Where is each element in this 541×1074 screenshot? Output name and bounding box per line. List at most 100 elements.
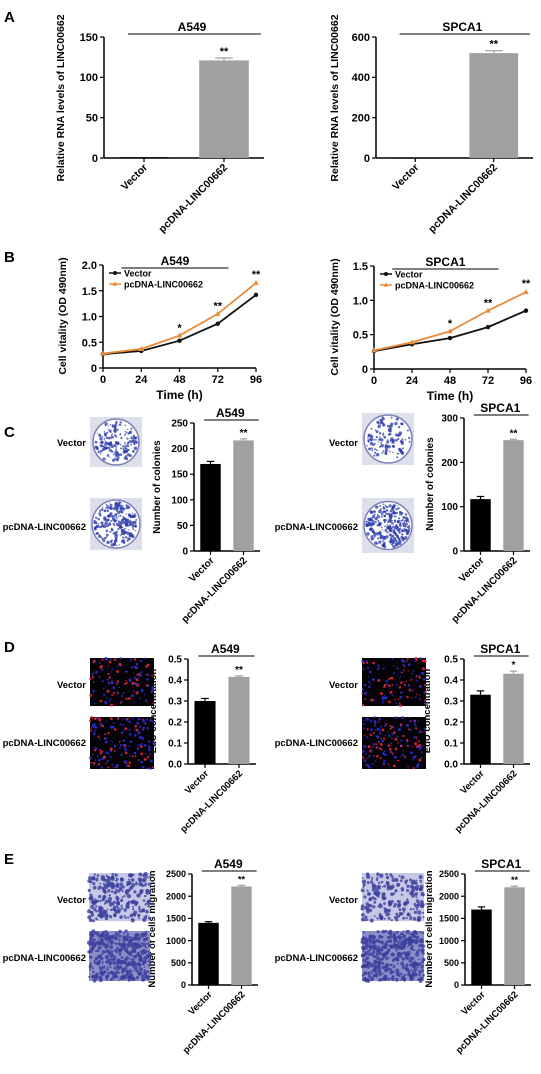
colony-dot: [390, 422, 394, 426]
panel-label-d: D: [4, 639, 15, 656]
nucleus-dot: [149, 719, 152, 722]
nucleus-dot: [104, 740, 108, 744]
colony-dot: [116, 544, 118, 547]
edu-positive-cell: [118, 662, 122, 666]
nucleus-dot: [93, 722, 96, 726]
migrated-cell: [101, 932, 105, 937]
nucleus-dot: [388, 734, 391, 737]
y-axis-label: Cell vitality (OD 490nm): [329, 258, 341, 375]
migrated-cell: [372, 974, 375, 977]
migrated-cell: [114, 931, 118, 934]
nucleus-dot: [146, 727, 149, 730]
edu-positive-cell: [102, 755, 106, 759]
colony-dot: [103, 437, 106, 440]
migrated-cell: [138, 882, 143, 887]
x-tick-label: 72: [482, 375, 494, 387]
colony-dot: [375, 430, 379, 434]
colony-dot: [125, 504, 128, 506]
nucleus-dot: [385, 696, 388, 699]
nucleus-dot: [138, 676, 140, 679]
migrated-cell: [99, 899, 102, 903]
colony-dot: [129, 519, 131, 522]
migrated-cell: [131, 955, 134, 958]
migrated-cell: [133, 970, 135, 973]
migrated-cell: [383, 942, 387, 947]
colony-dot: [123, 446, 126, 448]
colony-dot: [365, 523, 370, 527]
migrated-cell: [133, 951, 136, 954]
edu-positive-cell: [376, 754, 379, 758]
migrated-cell: [394, 889, 398, 893]
colony-dot: [367, 517, 370, 520]
migrated-cell: [115, 895, 119, 900]
migrated-cell: [102, 945, 105, 947]
colony-dot: [389, 515, 393, 519]
bar-pcdna: [231, 886, 252, 985]
colony-dot: [106, 505, 110, 509]
migrated-cell: [395, 949, 398, 952]
nucleus-dot: [424, 756, 426, 758]
migrated-cell: [121, 896, 124, 899]
migrated-cell: [366, 971, 371, 976]
nucleus-dot: [132, 694, 135, 696]
edu-positive-cell: [101, 658, 104, 661]
colony-dot: [114, 539, 116, 542]
nucleus-dot: [144, 699, 147, 702]
edu-positive-cell: [387, 700, 391, 704]
colony-dot: [385, 535, 389, 539]
edu-positive-cell: [418, 676, 421, 679]
data-point-vector: [215, 321, 220, 326]
nucleus-dot: [393, 665, 395, 667]
colony-dot: [131, 514, 136, 519]
nucleus-dot: [139, 697, 141, 700]
colony-dot: [131, 441, 134, 444]
migrated-cell: [105, 914, 108, 918]
migrated-cell: [364, 919, 367, 922]
x-axis-label: Time (h): [156, 388, 202, 402]
y-tick-label: 150: [171, 470, 188, 481]
migrated-cell: [364, 946, 368, 950]
colony-dot: [374, 429, 377, 431]
edu-positive-cell: [91, 675, 95, 679]
migrated-cell: [112, 954, 115, 958]
migrated-cell: [399, 952, 404, 956]
nucleus-dot: [99, 723, 103, 726]
migrated-cell: [366, 940, 369, 943]
nucleus-dot: [151, 720, 154, 723]
colony-dot: [382, 424, 385, 427]
edu-positive-cell: [423, 683, 426, 686]
nucleus-dot: [402, 749, 405, 752]
migrated-cell: [109, 900, 112, 903]
migrated-cell: [379, 873, 384, 878]
image-frame: [90, 658, 154, 706]
colony-dot: [130, 427, 133, 430]
migrated-cell: [125, 956, 128, 959]
nucleus-dot: [100, 766, 103, 769]
colony-dot: [378, 540, 382, 544]
migrated-cell: [399, 955, 403, 958]
edu-positive-cell: [367, 745, 371, 749]
migrated-cell: [137, 914, 141, 918]
migrated-cell: [409, 878, 413, 882]
migrated-cell: [94, 898, 97, 900]
migrated-cell: [121, 942, 125, 946]
migrated-cell: [415, 879, 418, 882]
migrated-cell: [373, 915, 376, 918]
nucleus-dot: [411, 758, 413, 761]
migrated-cell: [143, 956, 148, 961]
migrated-cell: [371, 972, 374, 975]
colony-dot: [386, 531, 389, 534]
migrated-cell: [370, 880, 374, 884]
migrated-cell: [140, 873, 143, 876]
colony-dot: [123, 521, 126, 524]
nucleus-dot: [389, 750, 393, 754]
colony-dot: [108, 513, 112, 518]
nucleus-dot: [122, 739, 126, 742]
migrated-cell: [363, 977, 368, 982]
migrated-cell: [121, 967, 125, 972]
migrated-cell: [365, 956, 370, 961]
data-point-pcdna: [176, 332, 183, 338]
migrated-cell: [382, 953, 387, 959]
colony-dot: [387, 525, 390, 528]
x-tick-label: 24: [406, 375, 419, 387]
